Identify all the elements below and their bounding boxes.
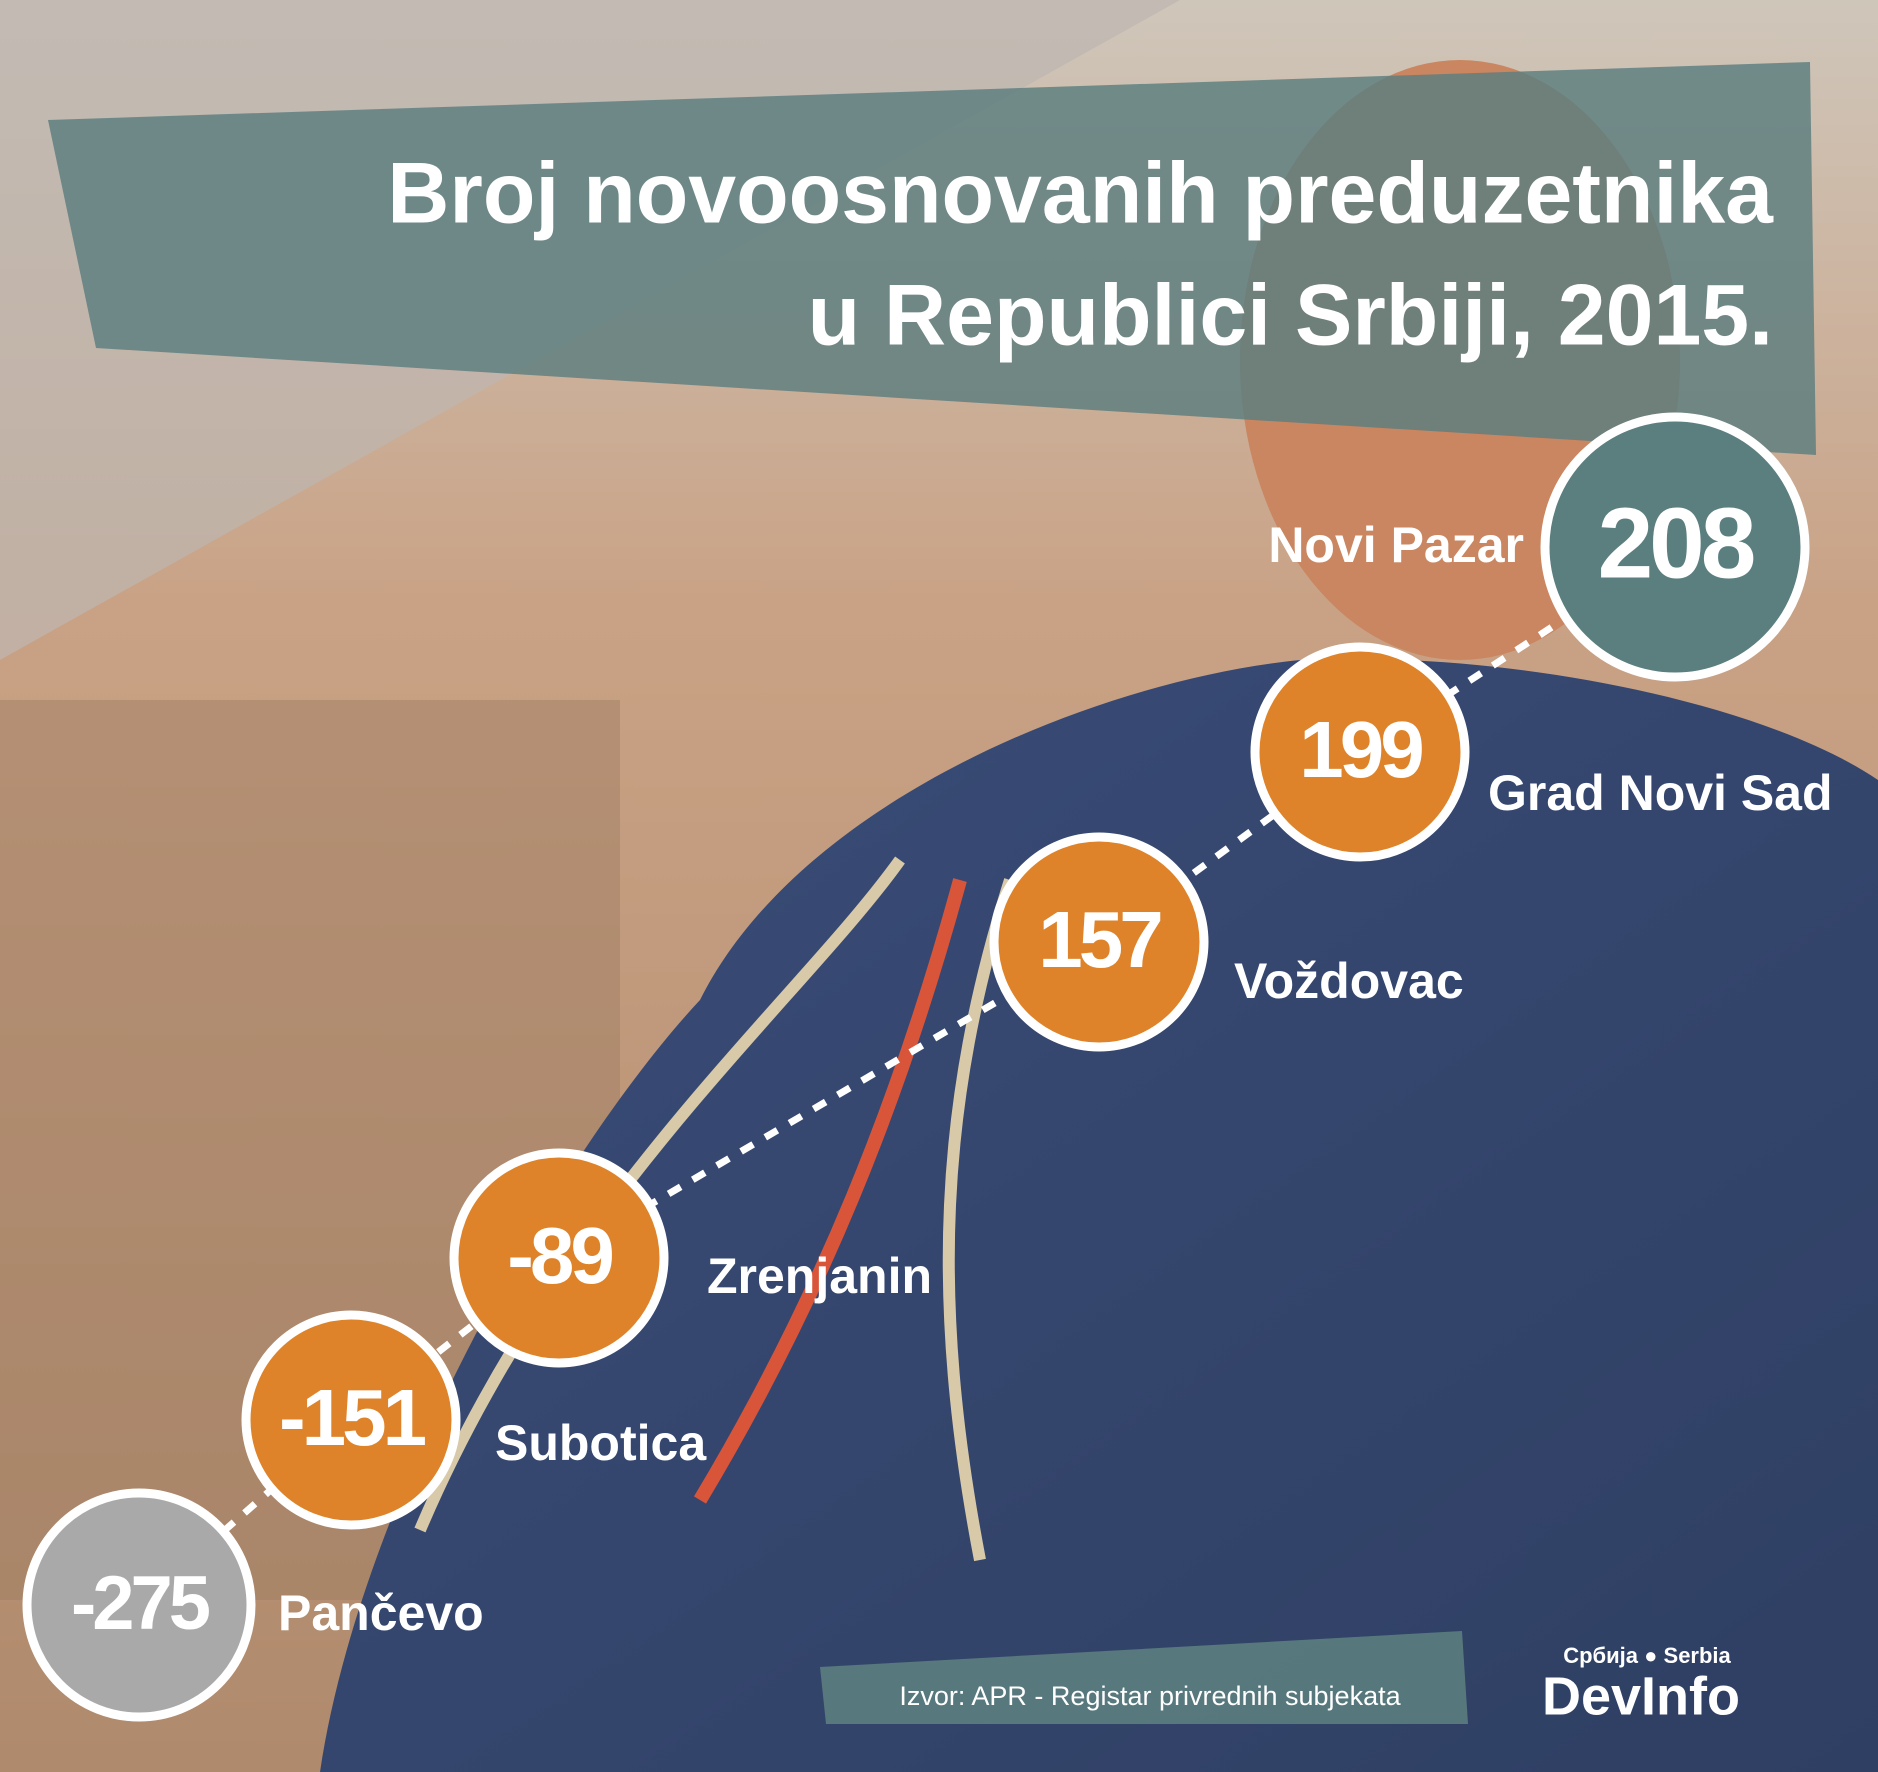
value-label: 199	[1299, 705, 1422, 794]
cable	[693, 878, 967, 1504]
value-label: 157	[1038, 895, 1160, 984]
category-label: Grad Novi Sad	[1488, 765, 1833, 821]
value-circle	[241, 1310, 461, 1530]
cable	[414, 856, 905, 1533]
category-label: Novi Pazar	[1268, 517, 1524, 573]
category-label: Subotica	[495, 1415, 707, 1471]
value-label: 208	[1598, 487, 1754, 599]
value-circle	[989, 832, 1209, 1052]
category-label: Zrenjanin	[707, 1248, 932, 1304]
logo-tagline: Србија ● Serbia	[1563, 1643, 1731, 1668]
value-circle	[1540, 412, 1810, 682]
logo-name: DevInfo	[1542, 1666, 1740, 1726]
value-circle	[449, 1148, 669, 1368]
title-band	[48, 62, 1816, 455]
value-circle	[22, 1488, 256, 1722]
value-label: -89	[507, 1211, 612, 1300]
cable	[942, 878, 1016, 1562]
value-circle	[1250, 642, 1470, 862]
chart-title: u Republici Srbiji, 2015.	[808, 268, 1773, 364]
category-label: Voždovac	[1234, 953, 1464, 1009]
circles: 208 Novi Pazar 199 Grad Novi Sad 157 Voždovac…	[22, 412, 1833, 1722]
source-box	[820, 1631, 1468, 1724]
chart-title: Broj novoosnovanih preduzetnika	[387, 146, 1774, 242]
category-label: Pančevo	[278, 1585, 484, 1641]
source: Izvor: APR - Registar privrednih subjeka…	[899, 1681, 1401, 1711]
value-label: -151	[279, 1373, 426, 1462]
value-label: -275	[71, 1561, 210, 1646]
